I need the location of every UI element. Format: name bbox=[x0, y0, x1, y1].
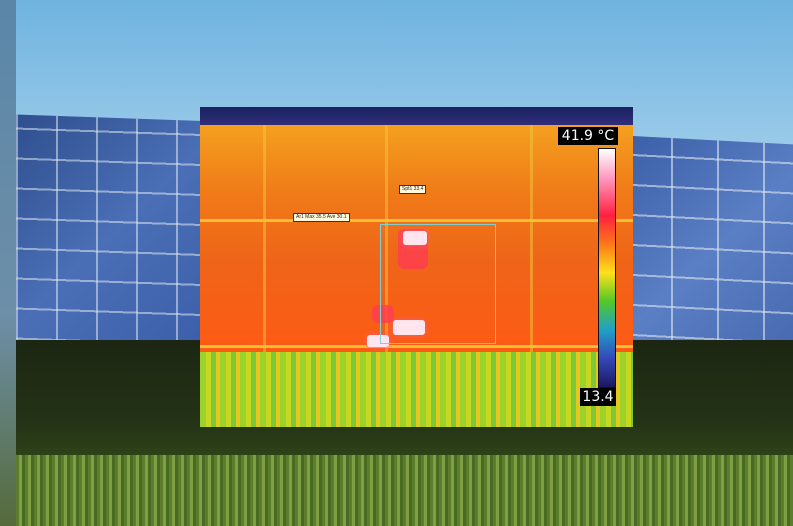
solar-panels-right bbox=[625, 135, 793, 375]
thermal-panel-seam bbox=[200, 345, 633, 348]
thermal-panel-seam bbox=[200, 219, 633, 222]
warm-area bbox=[372, 305, 394, 323]
thermal-vegetation bbox=[200, 352, 633, 427]
grass-foreground bbox=[16, 455, 793, 526]
area-measurement-label: Ar1 Max 35.5 Ave 30.1 bbox=[293, 213, 350, 222]
temperature-scale-max: 41.9 °C bbox=[558, 127, 618, 145]
thermal-image-overlay: Spt1 33.4 Ar1 Max 35.5 Ave 30.1 bbox=[200, 107, 633, 427]
temperature-scale-min: 13.4 bbox=[580, 388, 616, 406]
hotspot bbox=[403, 231, 427, 245]
left-edge-strip bbox=[0, 0, 16, 526]
hotspot bbox=[367, 335, 389, 347]
spot-measurement-label: Spt1 33.4 bbox=[399, 185, 427, 194]
thermal-sky-region bbox=[200, 107, 633, 129]
hotspot bbox=[393, 320, 425, 335]
solar-panels-left bbox=[16, 114, 216, 347]
temperature-color-scale bbox=[598, 148, 616, 388]
measurement-area-box bbox=[380, 224, 496, 344]
